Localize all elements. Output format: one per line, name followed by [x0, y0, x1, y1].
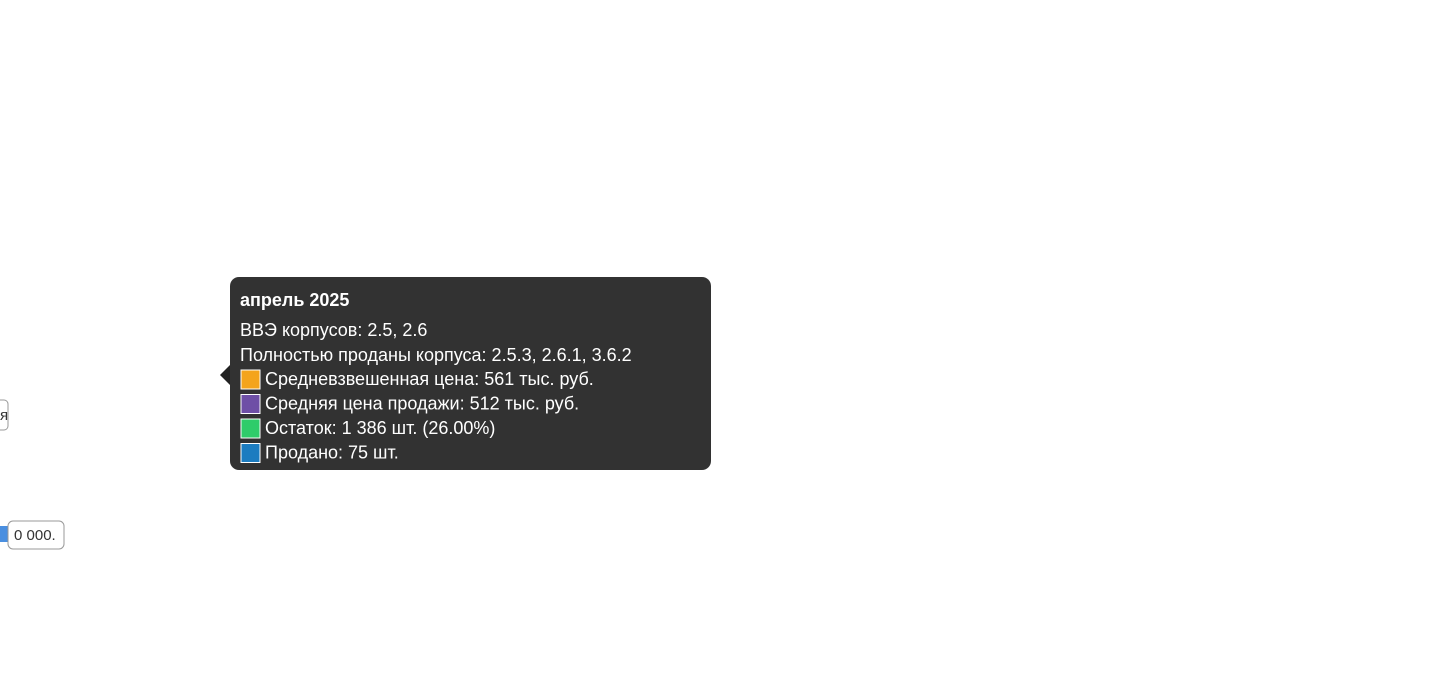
tooltip: апрель 2025 ВВЭ корпусов: 2.5, 2.6 Полност… — [220, 277, 711, 470]
tooltip-title: апрель 2025 — [240, 290, 349, 310]
fragment-text: 0 000. — [14, 527, 56, 544]
tooltip-swatch — [240, 443, 261, 463]
tooltip-arrow — [220, 365, 230, 385]
tooltip-line: ВВЭ корпусов: 2.5, 2.6 — [240, 320, 427, 340]
fragment-swatch — [0, 526, 8, 542]
fragments: я 0 000. — [0, 399, 65, 550]
tooltip-item: Остаток: 1 386 шт. (26.00%) — [265, 418, 495, 438]
tooltip-swatch — [240, 418, 261, 439]
tooltip-item: Продано: 75 шт. — [265, 442, 399, 462]
tooltip-swatch — [240, 369, 261, 390]
fragment-text: я — [0, 407, 8, 424]
fragment-box — [7, 520, 65, 550]
tooltip-box — [230, 277, 711, 470]
tooltip-line: Полностью проданы корпуса: 2.5.3, 2.6.1,… — [240, 345, 632, 365]
tooltip-item: Средняя цена продажи: 512 тыс. руб. — [265, 393, 579, 413]
tooltip-item: Средневзвешенная цена: 561 тыс. руб. — [265, 369, 594, 389]
fragment-box — [0, 399, 9, 431]
tooltip-swatch — [240, 394, 261, 414]
